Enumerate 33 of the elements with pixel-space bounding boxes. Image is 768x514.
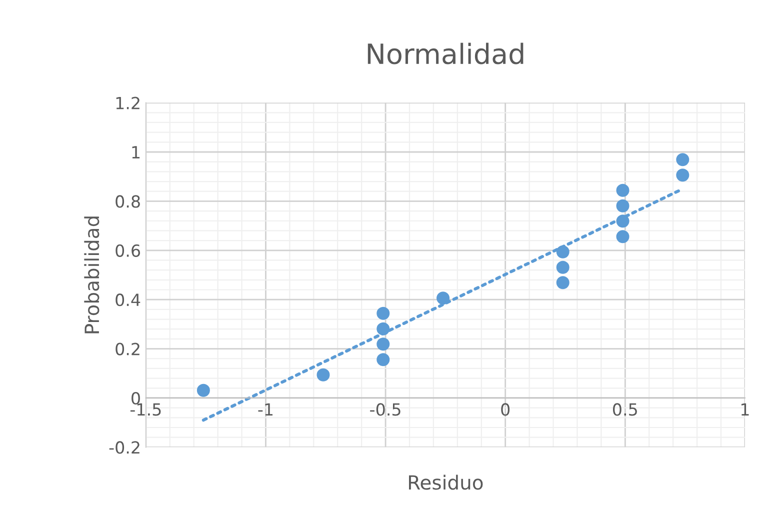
point [556,260,570,274]
x-axis-title: Residuo [409,474,483,490]
y-tick-label: 0.8 [116,195,140,208]
point [196,384,210,397]
point [376,353,390,366]
x-tick-label: 0.5 [613,403,637,416]
x-tick-label: 1 [741,403,749,416]
x-tick-label: -1.5 [130,403,161,416]
y-tick-label: -0.2 [109,441,140,454]
point [376,322,390,336]
point [376,306,390,320]
point [676,153,690,166]
point [316,368,330,382]
y-tick-label: 0.2 [116,342,140,356]
point [436,292,450,305]
y-axis-title: Probabilidad [84,216,100,334]
chart-title: Normalidad [368,42,524,64]
point [376,338,390,351]
y-tick-label: 0 [132,392,140,405]
point [556,276,570,290]
x-tick-label: -0.5 [370,403,400,416]
y-tick-label: 1 [132,146,140,158]
point [616,199,630,212]
point [676,168,690,182]
y-tick-label: 0.6 [116,244,140,257]
x-tick-label: 0 [501,403,510,416]
y-tick-label: 0.4 [116,294,140,306]
point [616,184,630,197]
x-tick-label: -1 [258,403,272,416]
point [556,245,570,258]
point [616,214,630,228]
y-tick-label: 1.2 [116,96,140,110]
point [616,230,630,244]
